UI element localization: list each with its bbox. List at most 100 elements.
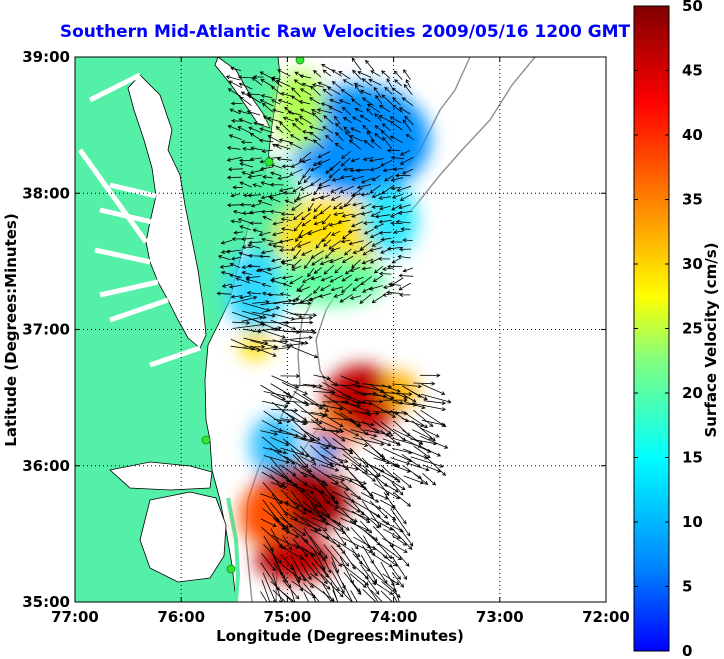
- x-tick-label: 74:00: [370, 608, 418, 626]
- velocity-arrow: [301, 471, 327, 484]
- velocity-arrow: [360, 510, 380, 529]
- velocity-arrow: [321, 63, 333, 71]
- velocity-arrow: [374, 113, 382, 122]
- velocity-arrow: [300, 410, 326, 418]
- velocity-arrow: [369, 384, 395, 400]
- velocity-arrow: [298, 286, 311, 293]
- velocity-arrow: [398, 247, 412, 252]
- colorbar-tick-label: 0: [682, 642, 692, 659]
- velocity-arrow: [262, 115, 273, 123]
- velocity-arrow: [293, 484, 319, 508]
- velocity-arrow: [311, 403, 344, 411]
- velocity-arrow: [328, 222, 341, 227]
- velocity-arrow: [294, 193, 301, 203]
- velocity-arrow: [238, 82, 253, 90]
- velocity-arrow: [329, 98, 341, 104]
- velocity-arrow: [340, 375, 360, 384]
- velocity-arrow: [370, 437, 392, 447]
- velocity-arrow: [290, 517, 322, 532]
- velocity-arrow: [290, 589, 296, 602]
- velocity-arrow: [311, 112, 323, 123]
- sound-albemarle: [109, 461, 213, 491]
- velocity-arrow: [373, 223, 384, 229]
- velocity-arrow: [391, 580, 400, 602]
- velocity-arrow: [259, 99, 274, 107]
- velocity-arrow: [381, 482, 399, 493]
- velocity-arrow: [351, 221, 364, 228]
- velocity-arrow: [391, 592, 398, 602]
- velocity-arrow: [328, 240, 342, 250]
- velocity-arrow: [269, 182, 284, 187]
- velocity-arrow: [248, 253, 261, 258]
- velocity-arrow: [393, 229, 404, 234]
- velocity-arrow: [322, 222, 331, 231]
- velocity-arrow: [303, 508, 328, 521]
- velocity-arrow: [372, 275, 383, 283]
- velocity-arrow: [412, 402, 447, 412]
- velocity-arrow: [349, 168, 362, 173]
- velocity-arrow: [398, 292, 411, 297]
- velocity-arrow: [401, 393, 417, 403]
- colorbar-tick-label: 5: [682, 578, 692, 596]
- velocity-arrow: [280, 335, 313, 341]
- velocity-arrow: [281, 500, 307, 515]
- velocity-arrow: [378, 230, 392, 235]
- velocity-arrow: [401, 410, 428, 429]
- velocity-arrow: [272, 244, 284, 249]
- velocity-arrow: [271, 99, 281, 105]
- velocity-arrow: [290, 448, 309, 468]
- velocity-arrow: [333, 293, 345, 298]
- velocity-arrow: [270, 258, 282, 263]
- velocity-arrow: [293, 79, 303, 86]
- velocity-arrow: [403, 475, 425, 485]
- velocity-arrow: [263, 410, 283, 425]
- velocity-arrow: [359, 293, 372, 304]
- velocity-arrow: [321, 535, 341, 548]
- velocity-arrow: [341, 255, 354, 263]
- velocity-arrow: [362, 588, 377, 602]
- velocity-arrow: [340, 239, 351, 244]
- velocity-arrow: [340, 447, 362, 467]
- velocity-arrow: [267, 292, 281, 297]
- velocity-arrow: [360, 554, 377, 584]
- velocity-arrow: [391, 527, 413, 551]
- velocity-arrow: [338, 203, 351, 210]
- velocity-arrow: [317, 81, 331, 88]
- velocity-arrow: [310, 573, 331, 590]
- velocity-arrow: [360, 492, 380, 503]
- velocity-arrow: [284, 199, 294, 204]
- velocity-arrow: [311, 83, 324, 88]
- velocity-arrow: [330, 186, 343, 193]
- velocity-arrow: [382, 136, 393, 149]
- velocity-arrow: [272, 221, 284, 226]
- velocity-arrow: [340, 590, 353, 602]
- velocity-arrow: [320, 510, 344, 531]
- x-tick-labels: 77:00 76:00 75:00 74:00 73:00 72:00: [51, 608, 630, 626]
- velocity-arrow: [232, 185, 243, 190]
- velocity-arrow: [320, 565, 340, 592]
- velocity-arrow: [270, 437, 290, 446]
- velocity-arrow: [339, 412, 362, 427]
- velocity-arrow: [371, 571, 397, 592]
- velocity-arrow: [261, 237, 274, 242]
- velocity-arrow: [278, 238, 294, 244]
- velocity-arrow: [294, 118, 304, 126]
- velocity-arrow: [352, 69, 362, 80]
- velocity-arrow: [369, 500, 388, 519]
- velocity-arrow: [232, 210, 244, 215]
- velocity-arrow: [259, 71, 273, 80]
- velocity-arrow: [278, 187, 294, 193]
- velocity-arrow: [317, 184, 331, 190]
- velocity-arrow: [390, 457, 411, 465]
- velocity-arrow: [249, 169, 264, 175]
- velocity-arrow: [350, 590, 358, 602]
- velocity-arrow: [230, 193, 241, 198]
- velocity-arrow: [350, 447, 369, 468]
- velocity-arrow: [351, 510, 371, 523]
- velocity-arrow: [334, 115, 341, 125]
- velocity-arrow: [420, 409, 447, 428]
- velocity-arrow: [382, 554, 398, 567]
- river-inlets: [77, 72, 201, 368]
- velocity-arrow: [363, 399, 384, 404]
- velocity-arrow: [303, 592, 310, 602]
